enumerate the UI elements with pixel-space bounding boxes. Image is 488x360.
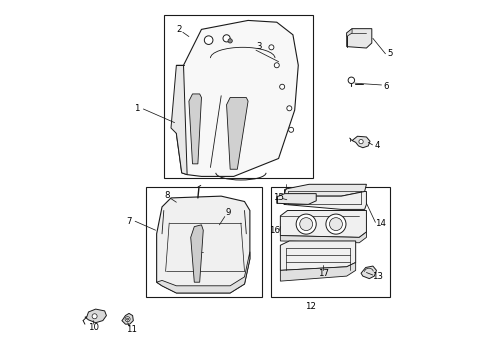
Text: 9: 9 (225, 208, 230, 217)
Text: 6: 6 (383, 82, 388, 91)
Polygon shape (171, 65, 187, 175)
Text: 16: 16 (269, 226, 280, 235)
Circle shape (268, 45, 273, 50)
Text: 8: 8 (164, 191, 170, 200)
Circle shape (325, 214, 346, 234)
Bar (163, 15, 312, 178)
Circle shape (227, 39, 232, 43)
Bar (271, 187, 389, 297)
Circle shape (286, 106, 291, 111)
Text: 5: 5 (386, 49, 392, 58)
Polygon shape (280, 241, 355, 270)
Polygon shape (85, 309, 106, 323)
Circle shape (347, 77, 354, 84)
Circle shape (329, 218, 342, 230)
Circle shape (279, 84, 284, 89)
Text: 3: 3 (256, 42, 262, 51)
Circle shape (358, 139, 363, 144)
Text: 14: 14 (374, 219, 385, 228)
Polygon shape (280, 211, 366, 237)
Polygon shape (280, 262, 355, 281)
Polygon shape (276, 194, 316, 204)
Bar (145, 187, 262, 297)
Text: 11: 11 (126, 325, 137, 334)
Circle shape (274, 63, 279, 68)
Polygon shape (284, 192, 366, 210)
Polygon shape (188, 94, 201, 164)
Polygon shape (156, 252, 249, 293)
Text: 10: 10 (88, 323, 99, 332)
Circle shape (223, 35, 230, 42)
Polygon shape (280, 232, 366, 243)
Text: 12: 12 (305, 302, 316, 311)
Polygon shape (226, 98, 247, 169)
Circle shape (125, 317, 130, 321)
Text: 13: 13 (372, 271, 383, 280)
Circle shape (126, 318, 128, 320)
Polygon shape (351, 136, 369, 148)
Polygon shape (360, 266, 376, 279)
Circle shape (296, 214, 316, 234)
Text: 1: 1 (134, 104, 140, 113)
Circle shape (299, 218, 312, 230)
Text: 17: 17 (317, 269, 328, 278)
Text: 4: 4 (374, 141, 379, 150)
Circle shape (92, 314, 97, 319)
Polygon shape (122, 314, 133, 324)
Polygon shape (190, 225, 203, 282)
Polygon shape (176, 21, 298, 176)
Text: 2: 2 (176, 25, 182, 34)
Polygon shape (346, 29, 371, 48)
Polygon shape (156, 196, 249, 293)
Text: 15: 15 (273, 193, 284, 202)
Circle shape (288, 127, 293, 132)
Polygon shape (284, 184, 366, 196)
Polygon shape (346, 29, 351, 37)
Text: 7: 7 (126, 217, 131, 226)
Circle shape (204, 36, 212, 44)
